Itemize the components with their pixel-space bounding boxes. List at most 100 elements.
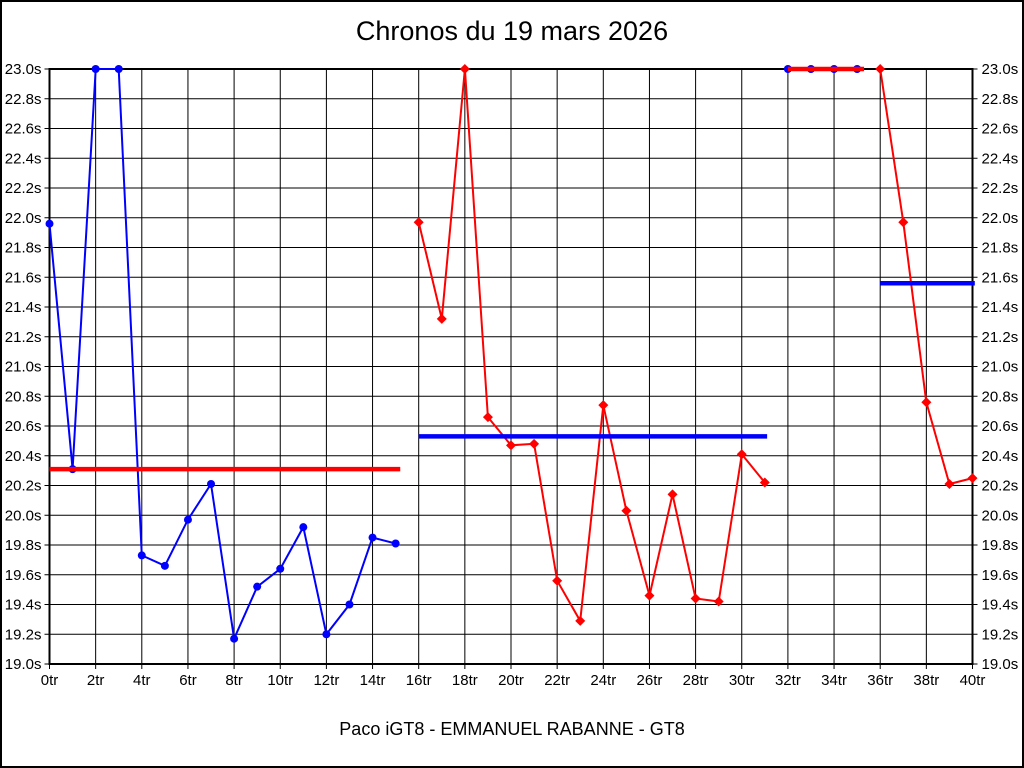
stint-4-laps-marker	[967, 473, 978, 484]
y-tick-label-right: 22.4s	[982, 150, 1019, 167]
x-tick-label: 22tr	[544, 672, 570, 689]
x-tick-label: 18tr	[452, 672, 478, 689]
y-tick-label-left: 22.0s	[5, 210, 42, 227]
y-tick-label-right: 19.4s	[982, 597, 1019, 614]
x-tick-label: 40tr	[960, 672, 986, 689]
stint-1-laps-marker	[230, 634, 239, 643]
y-tick-label-left: 22.4s	[5, 150, 42, 167]
x-tick-label: 20tr	[498, 672, 524, 689]
y-tick-label-right: 19.0s	[982, 656, 1019, 673]
stint-1-laps-marker	[253, 582, 262, 591]
stint-2-laps-marker	[690, 593, 701, 604]
y-tick-label-left: 22.2s	[5, 180, 42, 197]
x-tick-label: 34tr	[821, 672, 847, 689]
y-tick-label-left: 19.8s	[5, 537, 42, 554]
y-tick-label-right: 21.0s	[982, 359, 1019, 376]
y-axis-labels-right: 23.0s 22.8s 22.6s 22.4s 22.2s 22.0s 21.8s 21.6s…	[982, 61, 1019, 673]
y-axis-labels-left: 23.0s 22.8s 22.6s 22.4s 22.2s 22.0s 21.8s 21.6s…	[5, 61, 42, 673]
stint-2-laps-marker	[621, 505, 632, 516]
y-tick-label-left: 21.0s	[5, 359, 42, 376]
y-tick-label-left: 19.2s	[5, 626, 42, 643]
stint-4-laps	[875, 64, 978, 490]
stint-1-laps-marker	[45, 219, 54, 228]
stint-4-laps-marker	[898, 217, 909, 228]
stint-1-laps-marker	[345, 600, 354, 609]
stint-2-laps-marker	[459, 64, 470, 74]
y-tick-label-left: 22.6s	[5, 121, 42, 138]
y-tick-label-left: 21.4s	[5, 299, 42, 316]
stint-1-laps-marker	[368, 533, 377, 542]
y-tick-label-right: 19.2s	[982, 626, 1019, 643]
stint-2-laps-marker	[506, 440, 516, 451]
y-tick-label-left: 22.8s	[5, 91, 42, 108]
stint-1-laps-marker	[207, 480, 216, 489]
x-tick-label: 6tr	[179, 672, 197, 689]
stint-1-laps-marker	[299, 523, 308, 532]
x-tick-label: 38tr	[913, 672, 939, 689]
stint-1-laps-marker	[391, 539, 400, 548]
x-tick-label: 10tr	[267, 672, 293, 689]
x-tick-label: 14tr	[360, 672, 386, 689]
y-tick-label-left: 20.6s	[5, 418, 42, 435]
y-tick-label-right: 21.2s	[982, 329, 1019, 346]
y-tick-label-right: 20.6s	[982, 418, 1019, 435]
x-tick-label: 16tr	[406, 672, 432, 689]
stint-1-laps-marker	[183, 515, 192, 524]
y-tick-label-right: 19.8s	[982, 537, 1019, 554]
x-tick-label: 30tr	[729, 672, 755, 689]
stint-2-laps-line	[417, 68, 766, 625]
x-tick-label: 2tr	[87, 672, 105, 689]
stint-2-laps-marker	[482, 412, 493, 423]
gridlines	[49, 68, 973, 665]
stint-1-laps-marker	[276, 564, 285, 573]
y-tick-label-right: 20.4s	[982, 448, 1019, 465]
stint-2-laps-marker	[598, 400, 609, 411]
y-tick-label-right: 21.4s	[982, 299, 1019, 316]
y-tick-label-left: 19.6s	[5, 567, 42, 584]
stint-1-laps-marker	[160, 561, 169, 570]
y-tick-label-right: 22.2s	[982, 180, 1019, 197]
stint-1-laps-marker	[91, 65, 100, 73]
stint-1-laps-line	[48, 68, 396, 643]
y-tick-label-right: 20.8s	[982, 388, 1019, 405]
x-axis-labels: 0tr 2tr 4tr 6tr 8tr 10tr 12tr 14tr 16tr 18tr 20tr 2…	[41, 672, 986, 689]
series-layer	[45, 64, 978, 643]
stint-2-laps-marker	[575, 615, 586, 626]
stint-4-laps-marker	[921, 397, 932, 408]
y-tick-label-right: 19.6s	[982, 567, 1019, 584]
y-tick-label-right: 20.2s	[982, 478, 1019, 495]
chart-title: Chronos du 19 mars 2026	[355, 16, 669, 46]
y-tick-label-left: 21.6s	[5, 269, 42, 286]
stint-2-laps-marker	[552, 575, 563, 586]
y-tick-label-right: 21.8s	[982, 240, 1019, 257]
y-tick-label-right: 20.0s	[982, 507, 1019, 524]
y-tick-label-right: 21.6s	[982, 269, 1019, 286]
plot-border	[48, 68, 974, 665]
stint-1-laps-marker	[114, 65, 123, 73]
stint-1-laps-marker	[322, 630, 331, 639]
x-tick-label: 12tr	[313, 672, 339, 689]
y-tick-label-left: 21.2s	[5, 329, 42, 346]
y-tick-label-left: 21.8s	[5, 240, 42, 257]
y-tick-label-left: 20.2s	[5, 478, 42, 495]
x-tick-label: 0tr	[41, 672, 59, 689]
x-tick-label: 28tr	[683, 672, 709, 689]
x-tick-label: 36tr	[867, 672, 893, 689]
y-tick-label-left: 19.0s	[5, 656, 42, 673]
y-tick-label-right: 22.8s	[982, 91, 1019, 108]
y-tick-label-right: 22.0s	[982, 210, 1019, 227]
y-tick-label-left: 20.0s	[5, 507, 42, 524]
chart-footer: Paco iGT8 - EMMANUEL RABANNE - GT8	[339, 719, 685, 739]
stint-4-laps-marker	[944, 479, 955, 490]
x-tick-label: 4tr	[133, 672, 151, 689]
stint-2-laps-marker	[713, 596, 724, 607]
x-tick-label: 8tr	[225, 672, 243, 689]
stint-2-laps-marker	[759, 477, 770, 488]
stint-2-laps-marker	[529, 438, 540, 449]
stint-2-laps	[413, 64, 770, 626]
stint-2-laps-marker	[736, 449, 747, 460]
x-tick-label: 24tr	[590, 672, 616, 689]
stint-2-laps-marker	[644, 590, 655, 601]
stint-1-laps-marker	[137, 551, 146, 560]
